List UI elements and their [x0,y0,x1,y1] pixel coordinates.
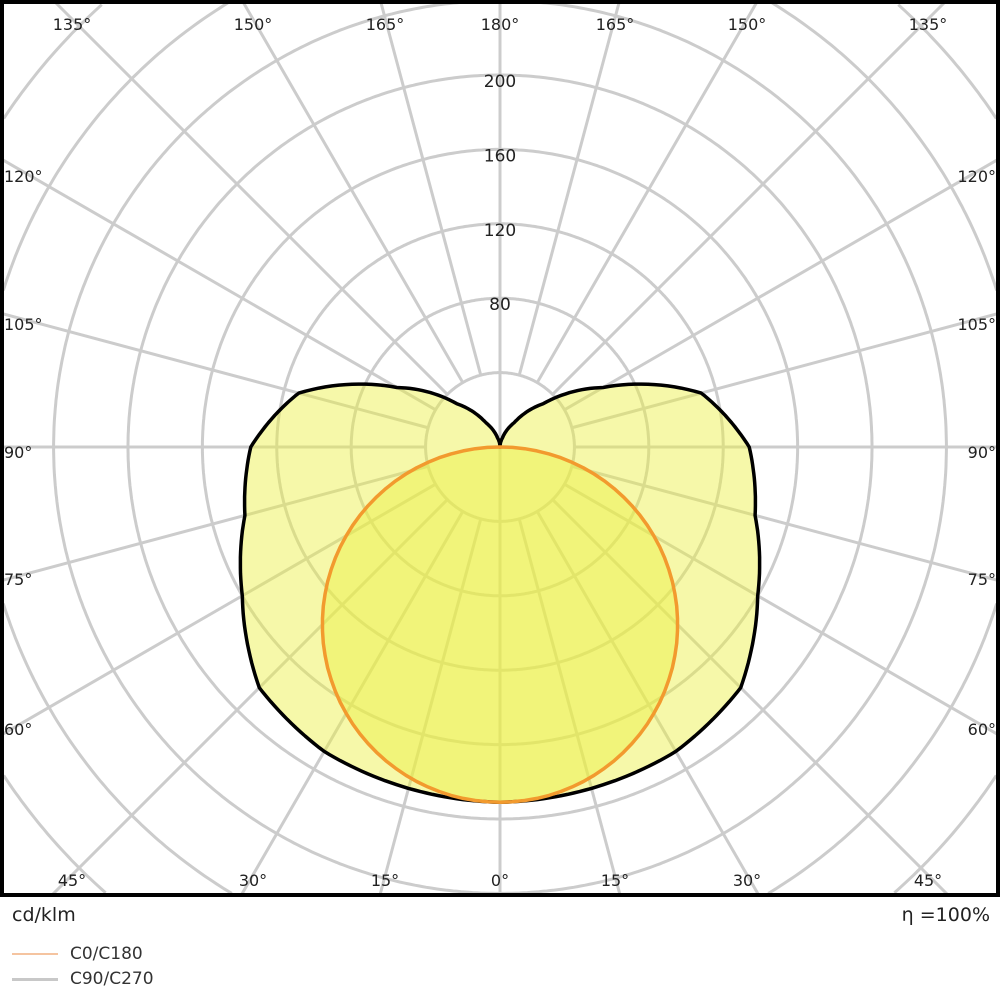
curve-c0-c180 [320,445,680,805]
grid-spoke [563,158,999,412]
angle-label: 120° [4,167,43,186]
angle-label: 15° [371,871,399,890]
grid-spoke [1,312,429,430]
angle-label: 45° [58,871,86,890]
unit-label: cd/klm [12,904,76,926]
angle-label: 120° [957,167,996,186]
angle-label: 0° [491,871,509,890]
angle-label: 60° [4,720,32,739]
angle-label: 15° [601,871,629,890]
angle-label: 135° [909,15,948,34]
grid-ring [52,0,948,895]
grid-spoke [1,482,437,736]
grid-spoke [1,158,437,412]
angle-label: 150° [728,15,767,34]
angle-label: 30° [239,871,267,890]
angle-label: 45° [914,871,942,890]
grid-spoke [535,510,760,896]
angle-label: 60° [968,720,996,739]
angle-label: 105° [957,315,996,334]
legend-label-c0: C0/C180 [70,944,143,964]
grid-spoke [571,464,999,582]
angle-label: 165° [366,15,405,34]
legend-line-c0 [12,953,58,955]
grid-spoke [563,482,999,736]
grid-spoke [517,518,622,896]
grid-spoke [571,312,999,430]
grid-spoke [240,510,465,896]
fill-c90-c270 [240,384,760,803]
grid-spoke [241,1,465,384]
grid-ring [1,1,999,895]
angle-label: 90° [4,443,32,462]
angle-label: 150° [234,15,273,34]
angle-label: 135° [53,15,92,34]
plot-frame [0,0,1000,897]
grid-spoke [50,498,449,897]
angle-label: 180° [481,15,520,34]
angle-label: 105° [4,315,43,334]
grid-spoke [517,1,621,376]
radial-tick-label: 160 [484,146,516,166]
efficiency-label: η =100% [901,904,990,926]
legend-label-c90: C90/C270 [70,969,154,989]
legend-line-c90 [12,978,58,981]
grid-spoke [535,1,759,384]
angle-label: 165° [596,15,635,34]
grid-spoke [551,498,950,897]
radial-tick-label: 120 [484,221,516,241]
grid-spoke [379,1,483,376]
angle-label: 30° [733,871,761,890]
grid-spoke [551,0,947,396]
grid-spoke [1,464,429,582]
polar-plot: 80 120 160 200 135° 150° 165° 180° 165° 150° 135° 4… [0,0,1000,897]
grid-spoke [378,518,483,896]
angle-label: 75° [4,570,32,589]
angle-label: 75° [968,570,996,589]
angle-label: 90° [968,443,996,462]
grid-ring [2,3,998,894]
grid-spoke [53,0,449,396]
fill-c0-c180 [322,447,678,803]
radial-tick-label: 80 [489,295,511,315]
radial-tick-label: 200 [484,72,516,92]
